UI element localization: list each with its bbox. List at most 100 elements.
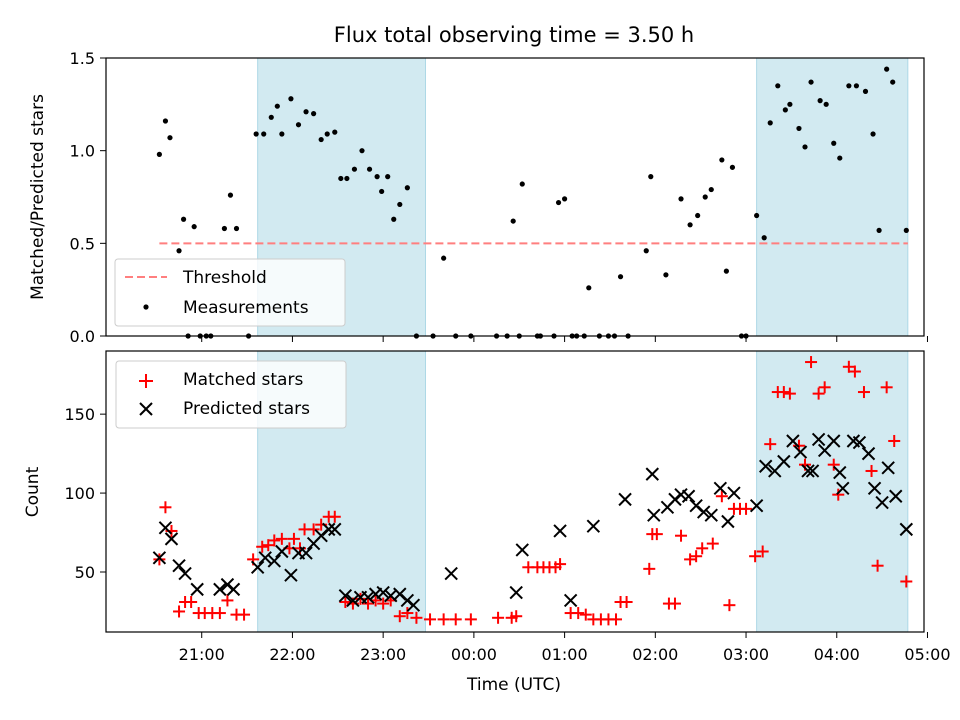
measurement-point bbox=[303, 109, 309, 115]
predicted-star-point bbox=[793, 445, 808, 459]
legend-matched-swatch bbox=[139, 374, 153, 388]
matched-star-point bbox=[328, 510, 341, 523]
matched-star-point bbox=[684, 553, 697, 566]
matched-star-point bbox=[424, 613, 437, 626]
predicted-star-point bbox=[833, 465, 847, 480]
predicted-star-point bbox=[881, 461, 895, 475]
legend-predicted-swatch bbox=[139, 402, 153, 416]
predicted-star-point bbox=[618, 492, 632, 507]
measurement-point bbox=[808, 79, 814, 85]
predicted-star-point bbox=[899, 522, 914, 537]
measurement-point bbox=[227, 192, 234, 198]
y-tick-label: 1.0 bbox=[70, 142, 95, 161]
matched-star-point bbox=[827, 458, 840, 471]
predicted-star-point bbox=[553, 524, 567, 538]
matched-star-point bbox=[554, 558, 567, 571]
predicted-star-point bbox=[406, 598, 421, 612]
predicted-star-point bbox=[861, 446, 876, 461]
measurement-point bbox=[191, 224, 197, 230]
matched-star-point bbox=[238, 608, 251, 621]
measurement-point bbox=[233, 225, 240, 232]
matched-star-point bbox=[393, 610, 406, 623]
matched-star-point bbox=[842, 360, 855, 373]
measurement-point bbox=[385, 174, 391, 180]
measurement-point bbox=[767, 120, 773, 126]
y-tick-label: 50 bbox=[75, 563, 95, 582]
x-tick-label: 03:00 bbox=[723, 645, 769, 664]
matched-star-point bbox=[888, 434, 901, 447]
measurement-point bbox=[719, 157, 725, 163]
matched-star-point bbox=[871, 559, 884, 572]
measurement-point bbox=[519, 181, 525, 187]
predicted-star-point bbox=[164, 532, 179, 546]
measurement-point bbox=[876, 227, 882, 233]
predicted-star-point bbox=[827, 434, 841, 448]
measurement-point bbox=[870, 131, 876, 137]
predicted-star-point bbox=[152, 551, 167, 565]
matched-star-point bbox=[362, 597, 375, 610]
predicted-star-point bbox=[338, 588, 353, 603]
matched-star-point bbox=[610, 613, 623, 626]
measurement-point bbox=[311, 111, 317, 117]
predicted-star-point bbox=[515, 543, 529, 557]
matched-star-point bbox=[213, 607, 226, 620]
observing-span bbox=[756, 57, 909, 337]
y-tick-label: 150 bbox=[64, 405, 95, 424]
measurement-point bbox=[156, 151, 162, 157]
ratio-legend-box bbox=[114, 258, 346, 327]
y-tick-label: 0.5 bbox=[70, 234, 95, 253]
measurement-point bbox=[221, 225, 227, 232]
predicted-star-point bbox=[444, 566, 458, 581]
chart-title: Flux total observing time = 3.50 h bbox=[334, 23, 694, 47]
ratio-panel-frame bbox=[105, 57, 925, 337]
measurement-point bbox=[562, 196, 568, 202]
predicted-star-point bbox=[645, 467, 660, 481]
measurement-point bbox=[441, 255, 447, 261]
matched-star-point bbox=[185, 596, 198, 609]
matched-star-point bbox=[437, 613, 450, 626]
predicted-star-point bbox=[376, 585, 390, 600]
matched-star-point bbox=[668, 597, 681, 610]
measurement-point bbox=[708, 186, 714, 193]
predicted-star-point bbox=[721, 514, 735, 529]
matched-star-point bbox=[696, 542, 709, 555]
predicted-star-point bbox=[713, 481, 728, 496]
matched-star-point bbox=[620, 596, 633, 609]
count-legend-box bbox=[115, 360, 347, 429]
count-legend: Matched stars Predicted stars bbox=[115, 360, 347, 429]
measurement-point bbox=[837, 155, 843, 161]
measurement-point bbox=[853, 83, 860, 89]
measurement-point bbox=[663, 272, 669, 278]
matched-star-point bbox=[848, 365, 861, 378]
predicted-star-point bbox=[696, 505, 711, 519]
measurement-point bbox=[253, 131, 259, 137]
ratio-legend: Threshold Measurements bbox=[114, 258, 346, 327]
x-tick-label: 00:00 bbox=[451, 645, 497, 664]
measurement-point bbox=[775, 83, 781, 89]
matched-star-point bbox=[256, 540, 269, 553]
measurement-point bbox=[802, 144, 808, 150]
measurement-point bbox=[555, 199, 562, 206]
predicted-star-point bbox=[852, 435, 867, 450]
predicted-star-point bbox=[346, 593, 360, 608]
predicted-star-point bbox=[704, 508, 718, 522]
measurement-point bbox=[754, 212, 760, 219]
measurement-point bbox=[884, 66, 890, 72]
measurement-point bbox=[176, 248, 182, 254]
predicted-star-point bbox=[267, 554, 282, 568]
predicted-star-point bbox=[328, 522, 342, 537]
predicted-star-point bbox=[361, 590, 375, 604]
predicted-star-point bbox=[172, 558, 186, 573]
predicted-star-point bbox=[836, 481, 850, 496]
measurement-point bbox=[510, 218, 516, 224]
x-tick-label: 21:00 bbox=[179, 645, 225, 664]
measurement-point bbox=[695, 212, 701, 219]
matched-star-point bbox=[675, 529, 688, 542]
measurement-point bbox=[180, 216, 187, 222]
predicted-star-point bbox=[801, 464, 815, 478]
predicted-star-point bbox=[190, 582, 204, 597]
measurement-point bbox=[643, 248, 649, 254]
measurement-point bbox=[817, 98, 823, 104]
matched-star-point bbox=[749, 550, 762, 563]
predicted-star-point bbox=[275, 544, 289, 559]
